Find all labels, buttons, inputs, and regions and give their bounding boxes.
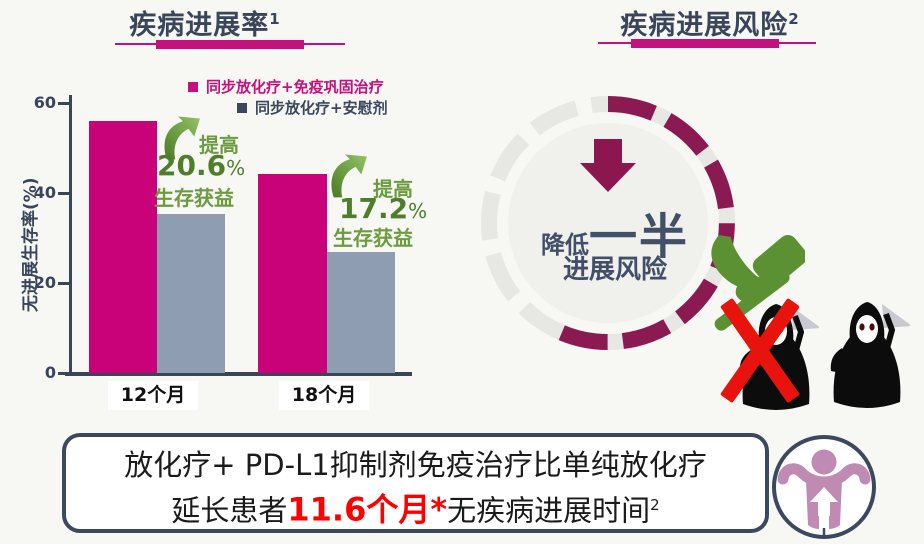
y-tick-mark (58, 282, 69, 285)
right-title-text: 疾病进展风险 (620, 10, 789, 41)
banner-highlight-duration: 11.6个月* (287, 490, 448, 529)
grim-reaper-icon (830, 302, 910, 408)
annotation-value-18mo: 17.2% (339, 192, 428, 225)
y-tick-mark (58, 192, 69, 195)
y-axis-line (69, 95, 72, 374)
annotation-suffix-18mo: 生存获益 (333, 226, 413, 250)
green-up-arrow-icon (164, 116, 200, 160)
annotation-prefix-12mo: 提高 (199, 133, 239, 157)
banner-line2: 延长患者11.6个月*无疾病进展时间2 (171, 490, 660, 529)
right-title-footnote-marker: 2 (788, 10, 800, 28)
banner-line1: 放化疗+ PD-L1抑制剂免疫治疗比单纯放化疗 (124, 448, 707, 482)
bar-immuno-12mo (89, 121, 157, 373)
x-category-18mo: 18个月 (279, 381, 369, 410)
conclusion-banner: 放化疗+ PD-L1抑制剂免疫治疗比单纯放化疗 延长患者11.6个月*无疾病进展… (62, 433, 769, 533)
left-section-title: 疾病进展率1 (90, 3, 320, 42)
person-raised-arms-icon (772, 435, 876, 539)
y-tick-mark (58, 372, 69, 375)
y-tick-label: 60 (33, 93, 56, 112)
y-tick-mark (58, 102, 69, 105)
risk-reduce-label: 降低 (540, 231, 589, 259)
y-tick-label: 40 (33, 183, 56, 202)
green-up-arrow-icon (331, 154, 367, 198)
bar-placebo-12mo (157, 214, 225, 373)
risk-half-label: 一半 (588, 209, 689, 265)
legend-swatch-immuno (188, 81, 198, 92)
legend-label-placebo: 同步放化疗+安慰剂 (255, 99, 388, 117)
down-arrow-icon (580, 139, 636, 192)
x-category-12mo: 12个月 (108, 381, 198, 410)
right-section-title: 疾病进展风险2 (585, 3, 835, 42)
annotation-suffix-12mo: 生存获益 (154, 186, 234, 210)
y-tick-label: 20 (33, 273, 56, 292)
risk-circle-headline: 降低 一半 (495, 197, 735, 267)
bar-immuno-18mo (258, 174, 327, 373)
right-title-underline-bar (631, 38, 779, 48)
legend-item-placebo: 同步放化疗+安慰剂 (237, 97, 388, 118)
banner-footnote-marker: 2 (650, 496, 660, 514)
ring-inner-circle (508, 123, 708, 323)
legend-label-immuno: 同步放化疗+免疫巩固治疗 (206, 78, 384, 96)
risk-circle-subline: 进展风险 (562, 255, 667, 285)
x-axis-line (65, 372, 412, 376)
legend-item-immuno: 同步放化疗+免疫巩固治疗 (188, 76, 384, 97)
y-tick-label: 0 (44, 363, 56, 382)
right-title-underline (598, 38, 816, 48)
bar-placebo-18mo (327, 251, 395, 373)
annotation-prefix-18mo: 提高 (373, 177, 413, 201)
legend-swatch-placebo (237, 102, 247, 113)
left-title-footnote-marker: 1 (269, 10, 281, 28)
annotation-value-12mo: 20.6% (157, 149, 246, 182)
left-title-text: 疾病进展率 (129, 10, 270, 41)
left-title-underline-bar (156, 39, 304, 49)
left-title-underline (115, 39, 345, 49)
